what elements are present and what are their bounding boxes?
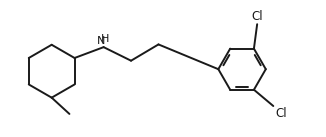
- Text: Cl: Cl: [275, 107, 287, 120]
- Text: N: N: [97, 36, 105, 46]
- Text: Cl: Cl: [251, 10, 263, 23]
- Text: H: H: [101, 34, 110, 44]
